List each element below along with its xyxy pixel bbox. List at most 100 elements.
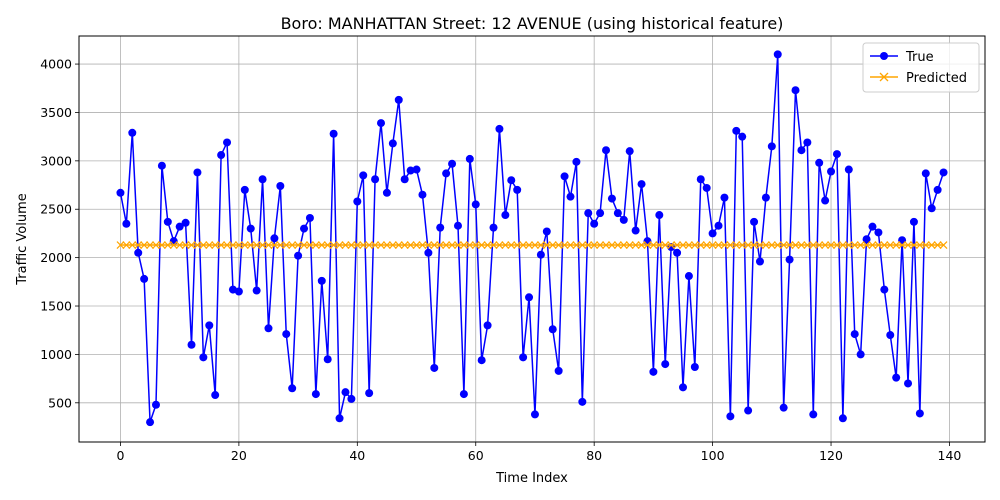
predicted-point xyxy=(904,241,912,249)
predicted-point xyxy=(234,241,243,249)
true-point xyxy=(536,250,545,259)
predicted-point xyxy=(596,241,605,249)
predicted-point xyxy=(187,241,196,249)
true-point xyxy=(607,194,616,203)
true-point xyxy=(815,158,824,167)
predicted-point xyxy=(146,241,154,249)
true-point xyxy=(631,226,640,235)
predicted-point xyxy=(744,241,753,249)
true-point xyxy=(305,213,314,222)
predicted-point xyxy=(459,241,468,249)
true-point xyxy=(128,128,137,137)
true-point xyxy=(809,410,818,419)
true-point xyxy=(560,172,569,181)
true-point xyxy=(418,190,427,199)
predicted-point xyxy=(483,241,492,249)
predicted-point xyxy=(910,241,918,249)
predicted-point xyxy=(294,241,303,249)
predicted-point xyxy=(821,241,830,249)
true-point xyxy=(667,242,676,251)
predicted-point xyxy=(436,241,445,249)
predicted-point xyxy=(939,241,948,249)
x-tick-label: 140 xyxy=(938,448,962,463)
predicted-point xyxy=(856,241,865,249)
predicted-point xyxy=(276,241,285,249)
predicted-point xyxy=(341,241,350,249)
predicted-point xyxy=(584,241,593,249)
true-point xyxy=(874,228,883,237)
true-point xyxy=(838,414,847,423)
predicted-point xyxy=(838,241,847,249)
true-point xyxy=(761,193,770,202)
predicted-point xyxy=(388,241,397,249)
predicted-point xyxy=(915,241,924,249)
predicted-point xyxy=(169,241,178,249)
predicted-point xyxy=(329,241,338,249)
true-point xyxy=(850,330,859,339)
predicted-point xyxy=(359,241,368,249)
true-point xyxy=(365,389,374,398)
predicted-point xyxy=(240,241,249,249)
legend-predicted-label: Predicted xyxy=(906,71,967,86)
true-point xyxy=(619,215,628,224)
true-point xyxy=(785,255,794,264)
predicted-point xyxy=(761,241,770,249)
true-point xyxy=(513,185,522,194)
true-point xyxy=(844,165,853,174)
predicted-point xyxy=(489,241,498,249)
legend: True Predicted xyxy=(862,42,980,93)
true-point xyxy=(199,353,208,362)
predicted-point xyxy=(708,241,717,249)
true-point xyxy=(448,159,457,168)
true-point xyxy=(347,394,356,403)
predicted-point xyxy=(785,241,794,249)
true-point xyxy=(335,414,344,423)
predicted-point xyxy=(673,241,682,249)
predicted-point xyxy=(477,241,486,249)
predicted-point xyxy=(152,241,160,249)
predicted-point xyxy=(465,241,474,249)
true-point xyxy=(300,224,309,233)
predicted-point xyxy=(525,241,533,249)
predicted-point xyxy=(424,241,433,249)
true-point xyxy=(767,142,776,151)
predicted-point xyxy=(211,241,220,249)
true-point xyxy=(702,183,711,192)
y-tick-label: 2000 xyxy=(40,250,72,265)
predicted-point xyxy=(134,241,143,249)
true-point xyxy=(377,119,385,128)
true-point xyxy=(388,139,397,148)
true-point xyxy=(821,196,830,205)
predicted-point xyxy=(862,241,871,249)
predicted-point xyxy=(181,241,190,249)
predicted-point xyxy=(880,241,889,249)
predicted-point xyxy=(850,241,859,249)
true-point xyxy=(862,235,871,244)
true-point xyxy=(927,204,936,213)
true-point xyxy=(406,166,415,175)
y-tick-label: 3000 xyxy=(40,153,72,168)
true-point xyxy=(282,330,291,339)
predicted-point xyxy=(501,241,510,249)
predicted-point xyxy=(667,241,676,249)
true-point xyxy=(477,356,486,365)
true-point xyxy=(584,209,593,218)
x-tick-label: 100 xyxy=(701,448,725,463)
true-point xyxy=(163,217,172,226)
y-tick-label: 1000 xyxy=(40,347,72,362)
true-point xyxy=(471,200,480,209)
predicted-point xyxy=(702,241,711,249)
predicted-point xyxy=(536,241,545,249)
predicted-point xyxy=(454,241,462,249)
true-point xyxy=(436,223,445,232)
predicted-point xyxy=(531,241,539,249)
true-point xyxy=(353,197,362,206)
true-point xyxy=(755,257,764,266)
predicted-point xyxy=(548,241,557,249)
predicted-point xyxy=(365,241,374,249)
true-point xyxy=(400,175,409,184)
true-point xyxy=(211,391,220,400)
true-point xyxy=(459,390,468,399)
predicted-point xyxy=(643,241,652,249)
